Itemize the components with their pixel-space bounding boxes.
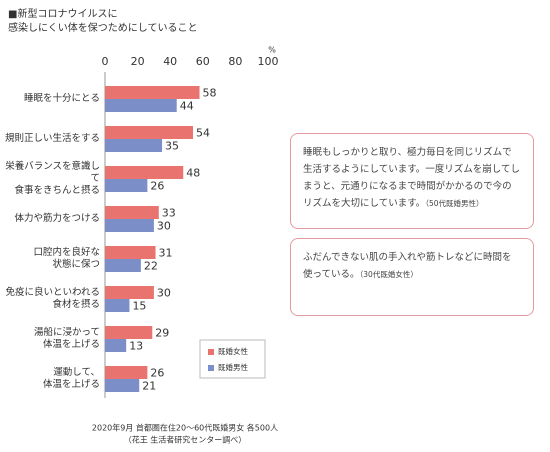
- source-note: （花王 生活者研究センター調べ）: [124, 435, 247, 445]
- bar: [105, 299, 130, 312]
- bar: [105, 259, 141, 272]
- y-tick-label: 口腔内を良好な 状態に保つ: [33, 247, 100, 270]
- value-label: 26: [150, 180, 164, 193]
- value-label: 54: [196, 127, 210, 140]
- value-label: 33: [162, 207, 176, 220]
- y-tick-label: 免疫に良いといわれる 食材を摂る: [5, 287, 100, 310]
- comment-box: 睡眠もしっかりと取り、極力毎日を同じリズムで生活するようにしています。一度リズム…: [290, 133, 534, 229]
- y-tick-label: 規則正しい生活をする: [4, 133, 100, 144]
- bar: [105, 99, 177, 112]
- comment-attribution: （30代既婚女性）: [359, 270, 418, 279]
- comment-attribution: （50代既婚男性）: [425, 199, 484, 208]
- bar: [105, 286, 154, 299]
- comment-text: ふだんできない肌の手入れや筋トレなどに時間を使っている。: [303, 252, 512, 280]
- bar: [105, 339, 127, 352]
- comment-text: 睡眠もしっかりと取り、極力毎日を同じリズムで生活するようにしています。一度リズム…: [303, 147, 520, 209]
- value-label: 21: [142, 380, 156, 393]
- value-label: 44: [180, 100, 194, 113]
- bar: [105, 326, 153, 339]
- value-label: 30: [157, 287, 171, 300]
- value-label: 48: [186, 167, 200, 180]
- x-tick-label: 40: [163, 55, 177, 68]
- y-tick-label: 湯船に浸かって 体温を上げる: [33, 327, 100, 350]
- x-tick-label: 60: [196, 55, 210, 68]
- value-label: 15: [132, 300, 146, 313]
- bar: [105, 379, 140, 392]
- x-tick-label: 80: [228, 55, 242, 68]
- x-tick-label: 100: [258, 55, 279, 68]
- legend-label: 既婚女性: [218, 346, 248, 356]
- source-note: 2020年9月 首都圏在住20～60代既婚男女 各500人: [92, 423, 278, 433]
- comment-box: ふだんできない肌の手入れや筋トレなどに時間を使っている。（30代既婚女性）: [290, 238, 534, 316]
- x-tick-label: 20: [131, 55, 145, 68]
- legend-label: 既婚男性: [218, 362, 248, 372]
- bar: [105, 366, 148, 379]
- y-tick-label: 睡眠を十分にとる: [23, 93, 100, 104]
- bar: [105, 219, 154, 232]
- y-tick-label: 体力や筋力をつける: [14, 213, 100, 224]
- legend-swatch: [208, 349, 214, 355]
- value-label: 29: [155, 327, 169, 340]
- value-label: 13: [129, 340, 143, 353]
- bar: [105, 246, 156, 259]
- value-label: 58: [203, 87, 217, 100]
- bar: [105, 139, 163, 152]
- value-label: 30: [157, 220, 171, 233]
- bar: [105, 126, 194, 139]
- bar: [105, 86, 200, 99]
- x-unit: %: [268, 46, 276, 55]
- legend-swatch: [208, 365, 214, 371]
- bar: [105, 206, 159, 219]
- value-label: 26: [150, 367, 164, 380]
- chart-title: ■新型コロナウイルスに 感染しにくい体を保つためにしていること: [8, 9, 198, 34]
- bar: [105, 166, 184, 179]
- x-tick-label: 0: [102, 55, 109, 68]
- bar: [105, 179, 148, 192]
- legend-box: [199, 339, 266, 379]
- value-label: 22: [144, 260, 158, 273]
- value-label: 31: [159, 247, 173, 260]
- value-label: 35: [165, 140, 179, 153]
- y-tick-label: 運動して、 体温を上げる: [42, 367, 100, 390]
- y-tick-label: 栄養バランスを意識して 食事をきちんと摂る: [5, 161, 100, 196]
